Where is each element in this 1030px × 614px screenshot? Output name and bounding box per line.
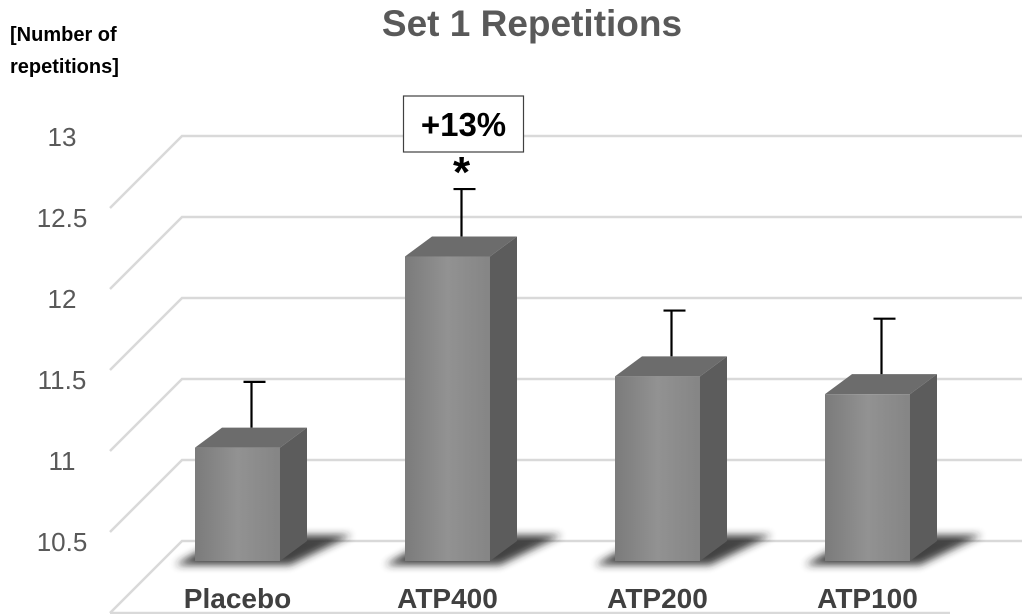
- bar-front: [825, 394, 910, 561]
- bar-front: [615, 376, 700, 561]
- y-tick-label: 11.5: [38, 365, 87, 395]
- bar-top: [615, 356, 727, 377]
- y-tick-label: 11: [49, 446, 76, 476]
- annotation-box: [402, 95, 525, 153]
- bar-side: [280, 427, 307, 561]
- bar-placebo: [195, 380, 307, 561]
- bar-atp400: [405, 187, 517, 561]
- category-labels: Placebo ATP400 ATP200 ATP100: [184, 583, 918, 614]
- bar-top: [405, 236, 517, 257]
- bar-top: [825, 374, 937, 395]
- significance-marker: *: [453, 148, 471, 197]
- bar-atp100: [825, 317, 937, 561]
- bar-front: [405, 256, 490, 561]
- y-tick-label: 10.5: [37, 527, 88, 557]
- chart-title: Set 1 Repetitions: [382, 3, 682, 44]
- bar-front: [195, 447, 280, 561]
- bar-top: [195, 427, 307, 448]
- y-tick-labels: 10.5 11 11.5 12 12.5 13: [37, 122, 88, 557]
- bar-side: [700, 356, 727, 561]
- gridline: [109, 377, 1022, 452]
- gridlines: [109, 134, 1022, 614]
- category-label: ATP200: [607, 583, 708, 614]
- y-axis-label-line-2: repetitions]: [10, 56, 119, 78]
- category-label: ATP400: [397, 583, 498, 614]
- annotation-label: +13%: [421, 106, 506, 143]
- bars: [195, 187, 937, 561]
- bar-atp200: [615, 309, 727, 561]
- y-tick-label: 13: [48, 122, 77, 152]
- category-label: ATP100: [817, 583, 918, 614]
- y-tick-label: 12.5: [37, 203, 88, 233]
- gridline: [109, 458, 1022, 533]
- gridline: [109, 134, 1022, 209]
- bar-side: [910, 374, 937, 561]
- y-axis-label-line-1: [Number of: [10, 24, 117, 46]
- category-label: Placebo: [184, 583, 291, 614]
- y-tick-label: 12: [48, 284, 77, 314]
- annotation-group: +13% *: [402, 95, 525, 197]
- gridline: [109, 215, 1022, 290]
- bar-side: [490, 236, 517, 561]
- gridline: [109, 296, 1022, 371]
